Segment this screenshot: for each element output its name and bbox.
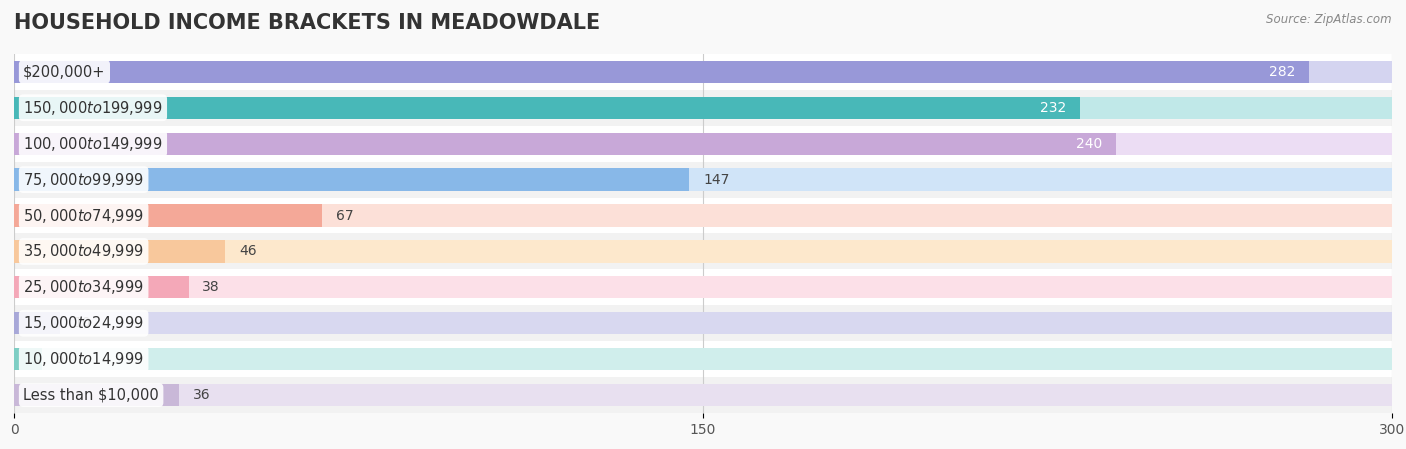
- Bar: [14, 168, 1392, 191]
- Bar: [14, 132, 1116, 155]
- Bar: [14, 377, 1392, 413]
- Text: $35,000 to $49,999: $35,000 to $49,999: [24, 242, 143, 260]
- Text: 147: 147: [703, 172, 730, 187]
- Bar: [14, 384, 180, 406]
- Bar: [14, 341, 1392, 377]
- Text: 38: 38: [202, 280, 219, 295]
- Text: HOUSEHOLD INCOME BRACKETS IN MEADOWDALE: HOUSEHOLD INCOME BRACKETS IN MEADOWDALE: [14, 13, 600, 34]
- Text: 10: 10: [73, 316, 91, 330]
- Bar: [14, 269, 1392, 305]
- Bar: [14, 61, 1309, 83]
- Text: 6: 6: [55, 352, 65, 366]
- Text: $10,000 to $14,999: $10,000 to $14,999: [24, 350, 143, 368]
- Bar: [14, 90, 1392, 126]
- Bar: [14, 348, 42, 370]
- Bar: [14, 240, 225, 263]
- Text: $200,000+: $200,000+: [24, 64, 105, 79]
- Text: Source: ZipAtlas.com: Source: ZipAtlas.com: [1267, 13, 1392, 26]
- Bar: [14, 126, 1392, 162]
- Bar: [14, 384, 1392, 406]
- Bar: [14, 233, 1392, 269]
- Text: 232: 232: [1039, 101, 1066, 115]
- Text: Less than $10,000: Less than $10,000: [24, 387, 159, 403]
- Bar: [14, 312, 60, 335]
- Text: $75,000 to $99,999: $75,000 to $99,999: [24, 171, 143, 189]
- Bar: [14, 276, 188, 299]
- Bar: [14, 276, 1392, 299]
- Bar: [14, 97, 1080, 119]
- Bar: [14, 54, 1392, 90]
- Bar: [14, 204, 322, 227]
- Text: 36: 36: [193, 388, 211, 402]
- Bar: [14, 198, 1392, 233]
- Text: $25,000 to $34,999: $25,000 to $34,999: [24, 278, 143, 296]
- Bar: [14, 305, 1392, 341]
- Bar: [14, 168, 689, 191]
- Bar: [14, 204, 1392, 227]
- Bar: [14, 61, 1392, 83]
- Bar: [14, 348, 1392, 370]
- Text: 282: 282: [1270, 65, 1295, 79]
- Text: 67: 67: [336, 208, 353, 223]
- Bar: [14, 240, 1392, 263]
- Text: $15,000 to $24,999: $15,000 to $24,999: [24, 314, 143, 332]
- Text: $50,000 to $74,999: $50,000 to $74,999: [24, 207, 143, 224]
- Text: $100,000 to $149,999: $100,000 to $149,999: [24, 135, 163, 153]
- Bar: [14, 97, 1392, 119]
- Text: 46: 46: [239, 244, 257, 259]
- Text: $150,000 to $199,999: $150,000 to $199,999: [24, 99, 163, 117]
- Bar: [14, 132, 1392, 155]
- Bar: [14, 162, 1392, 198]
- Bar: [14, 312, 1392, 335]
- Text: 240: 240: [1077, 136, 1102, 151]
